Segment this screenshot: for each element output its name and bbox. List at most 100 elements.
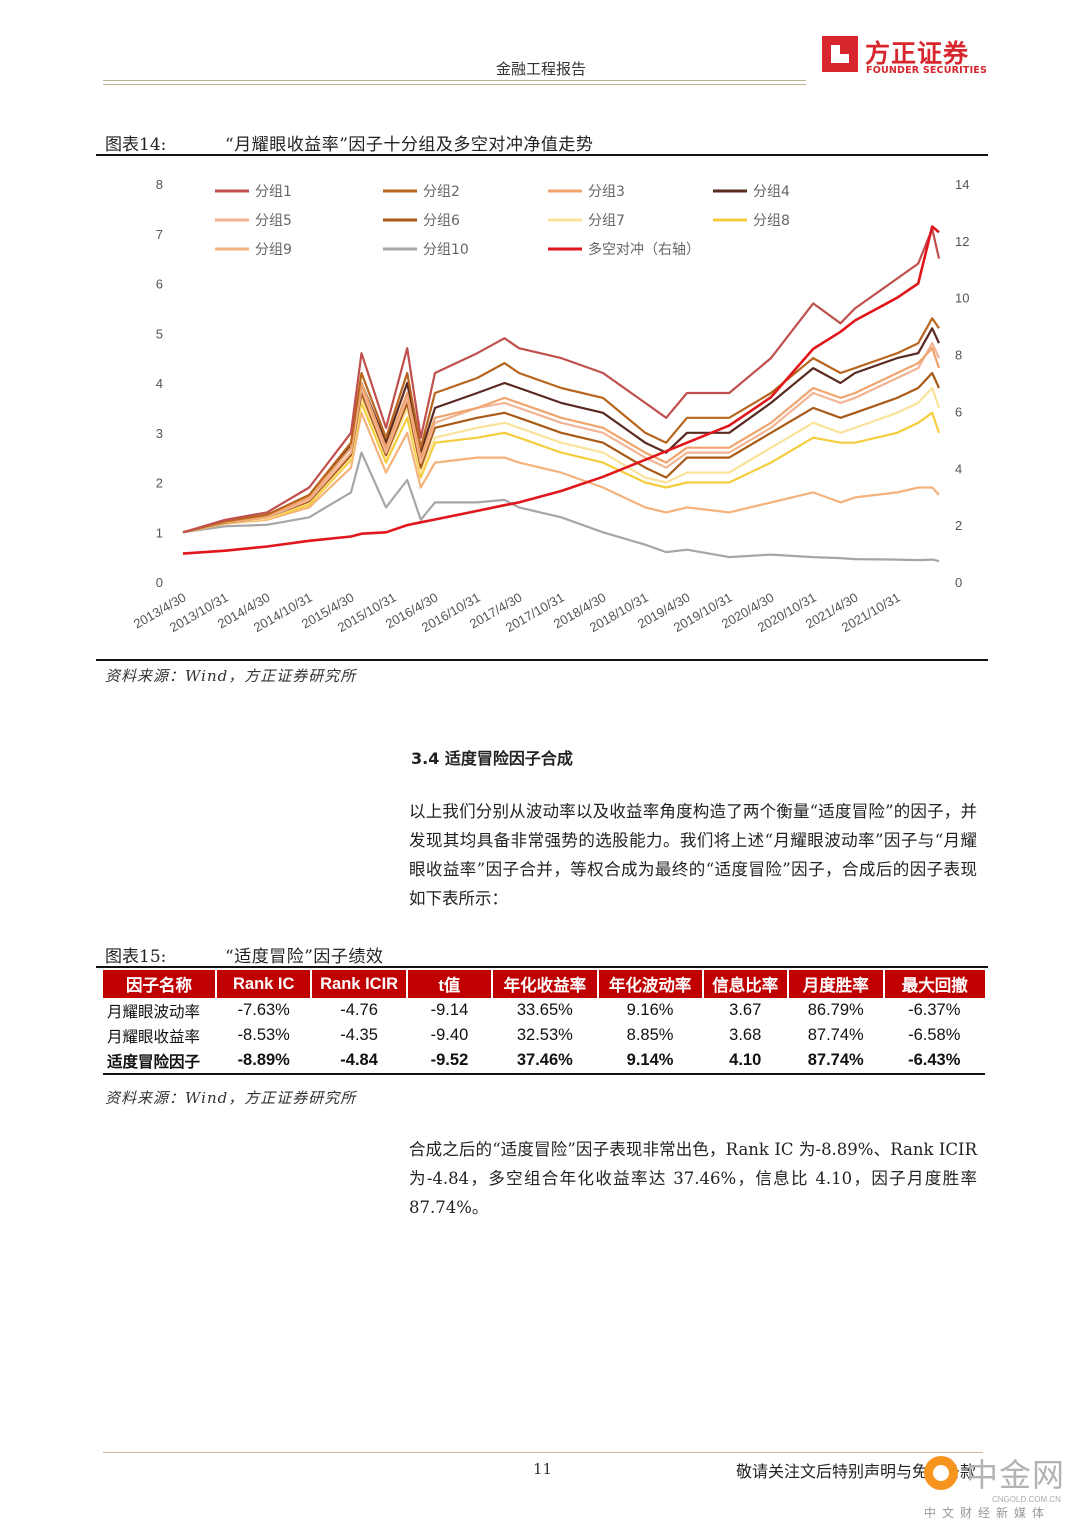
y-right-tick-label: 2 [955,518,962,533]
table-cell: 8.85% [626,1026,674,1044]
col-header: 最大回撤 [882,970,985,998]
table-cell: -6.43% [883,1048,985,1075]
table-cell: 87.74% [807,1026,864,1044]
table-cell: -4.35 [340,1026,378,1044]
report-type: 金融工程报告 [496,60,587,78]
series-line [182,225,940,555]
founder-logo-mark-icon [822,36,858,72]
y-right-tick-label: 6 [955,404,962,419]
col-header: Rank IC [214,970,312,998]
series-lines [182,225,941,563]
table-cell: -6.58% [908,1026,961,1044]
figure15-source: 资料来源：Wind，方正证券研究所 [105,1089,357,1107]
y-left-tick-label: 5 [156,326,163,341]
cngold-logo-icon [924,1456,958,1490]
table-cell: 3.67 [729,1001,762,1019]
legend-label: 分组9 [255,242,292,258]
y-left-tick-label: 1 [156,525,163,540]
table-cell: 9.14% [597,1048,703,1075]
table-cell: 9.16% [626,1001,674,1019]
watermark-sub: 中文财经新媒体 [924,1506,1051,1520]
figure15-top-rule [96,966,988,968]
table-cell: -9.14 [430,1001,469,1019]
legend-label: 分组1 [255,184,292,200]
table-row: 月耀眼波动率 -7.63% -4.76 -9.14 33.65% 9.16% 3… [103,998,985,1023]
figure14-title: “月耀眼收益率”因子十分组及多空对冲净值走势 [225,135,594,155]
table-header-row: 因子名称 Rank IC Rank ICIR t值 年化收益率 年化波动率 信息… [103,970,985,998]
col-header: 因子名称 [103,970,216,998]
table-cell: -9.52 [406,1048,493,1075]
figure14-bottom-rule [96,659,988,661]
table-cell: -6.37% [908,1001,961,1019]
table-cell: 3.68 [729,1026,762,1044]
figure14-top-rule [96,154,988,156]
table-cell: 87.74% [787,1048,884,1075]
logo-en-text: FOUNDER SECURITIES [866,65,988,76]
series-line [182,451,940,563]
col-header: 年化波动率 [596,970,703,998]
y-right-tick-label: 12 [955,234,969,249]
table-row: 适度冒险因子 -8.89% -4.84 -9.52 37.46% 9.14% 4… [103,1048,985,1075]
table-cell: 37.46% [492,1048,598,1075]
col-header: 年化收益率 [491,970,598,998]
col-header: 信息比率 [701,970,788,998]
y-axis-left: 0 1 2 3 4 5 6 7 8 [156,177,163,590]
cngold-watermark: 中金网 CNGOLD.COM.CN 中文财经新媒体 [920,1450,1078,1524]
legend-label: 分组8 [753,213,790,229]
y-right-tick-label: 10 [955,291,969,306]
disclaimer-note: 敬请关注文后特别声明与免责条款 [736,1462,977,1481]
table-cell: -7.63% [237,1001,290,1019]
chart-legend: 分组1 分组2 分组3 分组4 分组5 分组6 分组7 分组8 分组9 分组10 多空对冲（右轴） [215,184,790,258]
table-cell: -9.40 [430,1026,469,1044]
col-header: t值 [405,970,493,998]
watermark-cn: 中金网 [966,1456,1066,1494]
table-cell: 33.65% [516,1001,573,1019]
figure14-source: 资料来源：Wind，方正证券研究所 [105,667,357,685]
figure15-title: “适度冒险”因子绩效 [225,947,384,967]
table-cell: 32.53% [516,1026,573,1044]
factor-performance-table: 因子名称 Rank IC Rank ICIR t值 年化收益率 年化波动率 信息… [103,970,985,1075]
legend-label: 分组10 [423,242,469,258]
figure14-label: 图表14: [105,135,167,155]
y-left-tick-label: 0 [156,575,163,590]
y-left-tick-label: 6 [156,277,163,292]
logo-cn-text: 方正证券 [865,39,970,68]
legend-label: 分组2 [423,184,460,200]
figure15-label: 图表15: [105,947,167,967]
y-left-tick-label: 2 [156,476,163,491]
legend-label: 分组5 [255,213,292,229]
y-left-tick-label: 8 [156,177,163,192]
table-cell: 86.79% [807,1001,864,1019]
conclusion-paragraph: 合成之后的“适度冒险”因子表现非常出色，Rank IC 为-8.89%、Rank… [409,1140,977,1217]
table-cell: 月耀眼波动率 [107,1002,201,1021]
table-cell: -8.89% [215,1048,312,1075]
y-right-tick-label: 8 [955,348,962,363]
col-header: 月度胜率 [786,970,884,998]
page-number: 11 [533,1460,553,1478]
col-header: Rank ICIR [310,970,407,998]
y-right-tick-label: 14 [955,177,969,192]
series-line [182,411,940,534]
founder-logo: 方正证券 FOUNDER SECURITIES [822,34,987,80]
y-right-tick-label: 0 [955,575,962,590]
section-heading: 3.4 适度冒险因子合成 [411,749,573,768]
table-cell: -4.76 [340,1001,378,1019]
header-rule [103,80,806,81]
table-cell: 月耀眼收益率 [107,1027,201,1046]
section-paragraph: 以上我们分别从波动率以及收益率角度构造了两个衡量“适度冒险”的因子，并发现其均具… [409,802,977,908]
legend-label: 多空对冲（右轴） [588,241,700,258]
y-axis-right: 0 2 4 6 8 10 12 14 [955,177,969,590]
series-line [182,317,940,534]
table-cell: -4.84 [311,1048,407,1075]
legend-label: 分组4 [753,184,790,200]
header-rule [103,84,806,85]
legend-label: 分组6 [423,213,460,229]
table-cell: 适度冒险因子 [103,1048,216,1075]
x-axis: 2013/4/302013/10/312014/4/302014/10/3120… [131,590,903,636]
footer-rule [103,1452,983,1453]
watermark-url: CNGOLD.COM.CN [992,1495,1061,1504]
y-left-tick-label: 3 [156,426,163,441]
y-left-tick-label: 4 [156,376,163,391]
table-cell: -8.53% [237,1026,290,1044]
